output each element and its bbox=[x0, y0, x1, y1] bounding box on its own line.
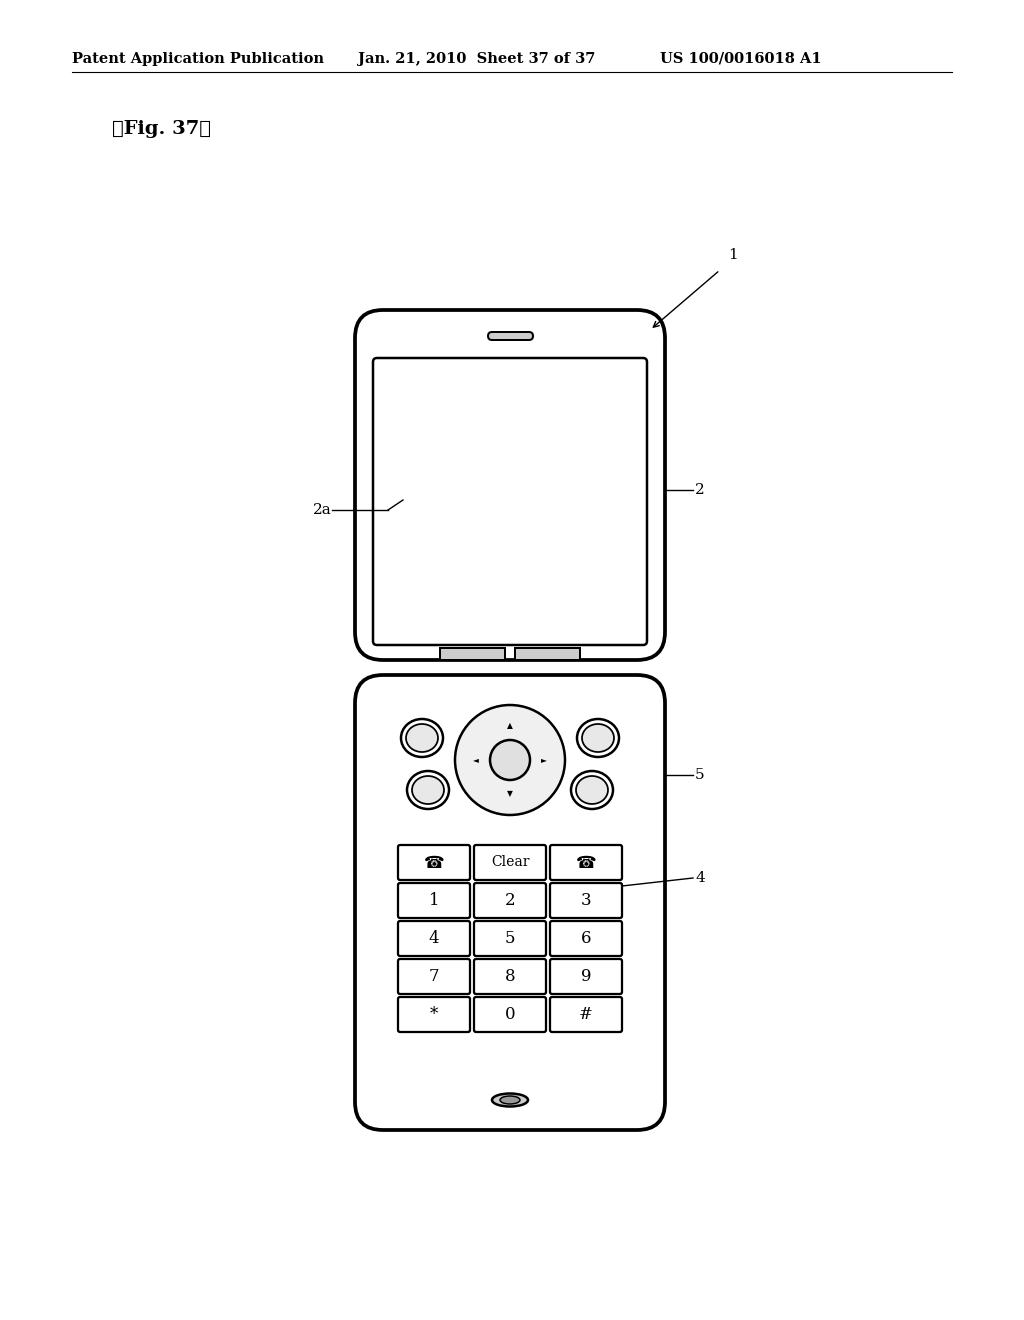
Text: 9: 9 bbox=[581, 968, 591, 985]
FancyBboxPatch shape bbox=[488, 333, 534, 341]
Text: 7: 7 bbox=[429, 968, 439, 985]
Text: ◄: ◄ bbox=[473, 755, 479, 764]
FancyBboxPatch shape bbox=[373, 358, 647, 645]
Text: ☎: ☎ bbox=[575, 854, 596, 871]
FancyBboxPatch shape bbox=[398, 997, 470, 1032]
FancyBboxPatch shape bbox=[474, 883, 546, 917]
FancyBboxPatch shape bbox=[550, 960, 622, 994]
FancyBboxPatch shape bbox=[474, 997, 546, 1032]
Ellipse shape bbox=[575, 776, 608, 804]
Ellipse shape bbox=[492, 1093, 528, 1106]
FancyBboxPatch shape bbox=[550, 921, 622, 956]
FancyBboxPatch shape bbox=[474, 921, 546, 956]
Text: 4: 4 bbox=[429, 931, 439, 946]
Ellipse shape bbox=[577, 719, 618, 756]
Ellipse shape bbox=[500, 1096, 520, 1104]
Text: 2a: 2a bbox=[313, 503, 332, 517]
Text: 4: 4 bbox=[695, 871, 705, 884]
Text: ►: ► bbox=[541, 755, 547, 764]
Text: *: * bbox=[430, 1006, 438, 1023]
Text: Patent Application Publication: Patent Application Publication bbox=[72, 51, 324, 66]
Ellipse shape bbox=[412, 776, 444, 804]
FancyBboxPatch shape bbox=[355, 310, 665, 660]
Text: US 100/0016018 A1: US 100/0016018 A1 bbox=[660, 51, 821, 66]
FancyBboxPatch shape bbox=[398, 960, 470, 994]
Ellipse shape bbox=[406, 723, 438, 752]
Text: 1: 1 bbox=[429, 892, 439, 909]
FancyBboxPatch shape bbox=[398, 883, 470, 917]
FancyBboxPatch shape bbox=[398, 845, 470, 880]
Text: 2: 2 bbox=[695, 483, 705, 498]
Text: 2: 2 bbox=[505, 892, 515, 909]
Ellipse shape bbox=[407, 771, 449, 809]
Text: 1: 1 bbox=[728, 248, 737, 261]
FancyBboxPatch shape bbox=[550, 997, 622, 1032]
Ellipse shape bbox=[571, 771, 613, 809]
Text: 6: 6 bbox=[581, 931, 591, 946]
Text: 3: 3 bbox=[581, 892, 591, 909]
Text: 0: 0 bbox=[505, 1006, 515, 1023]
Text: #: # bbox=[579, 1006, 593, 1023]
Text: Jan. 21, 2010  Sheet 37 of 37: Jan. 21, 2010 Sheet 37 of 37 bbox=[358, 51, 595, 66]
Ellipse shape bbox=[582, 723, 614, 752]
Text: 5: 5 bbox=[695, 768, 705, 781]
Text: 【Fig. 37】: 【Fig. 37】 bbox=[112, 120, 211, 139]
Ellipse shape bbox=[401, 719, 443, 756]
Text: ▲: ▲ bbox=[507, 722, 513, 730]
Text: 8: 8 bbox=[505, 968, 515, 985]
Text: ▼: ▼ bbox=[507, 789, 513, 799]
Text: ☎: ☎ bbox=[424, 854, 444, 871]
FancyBboxPatch shape bbox=[355, 675, 665, 1130]
Text: Clear: Clear bbox=[490, 855, 529, 870]
FancyBboxPatch shape bbox=[398, 921, 470, 956]
Bar bbox=[515, 648, 580, 660]
Circle shape bbox=[455, 705, 565, 814]
FancyBboxPatch shape bbox=[550, 845, 622, 880]
FancyBboxPatch shape bbox=[474, 845, 546, 880]
FancyBboxPatch shape bbox=[474, 960, 546, 994]
FancyBboxPatch shape bbox=[550, 883, 622, 917]
Bar bbox=[440, 648, 505, 660]
Text: 5: 5 bbox=[505, 931, 515, 946]
Circle shape bbox=[490, 741, 530, 780]
